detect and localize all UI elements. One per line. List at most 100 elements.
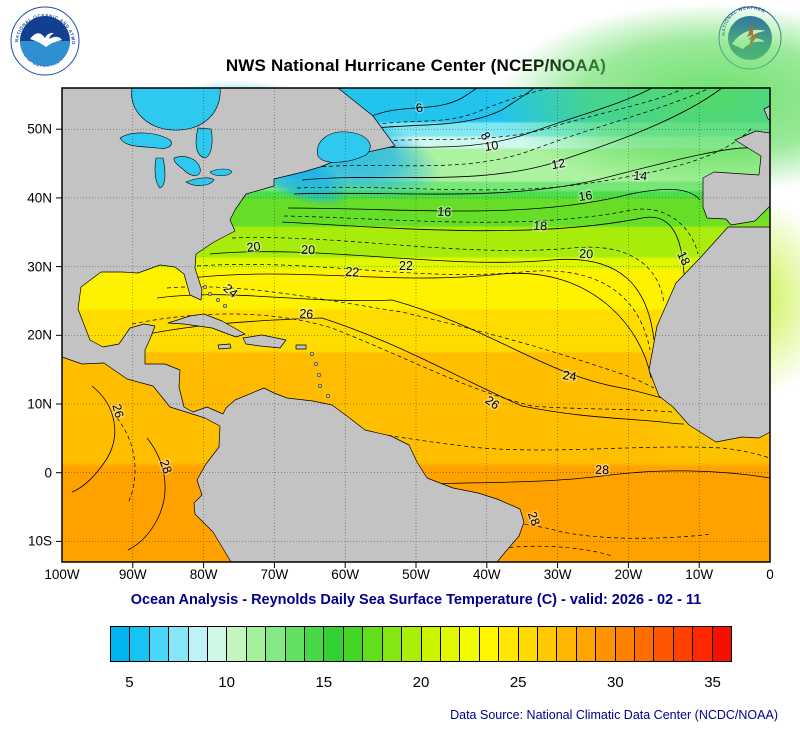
lon-tick-label: 20W xyxy=(614,567,643,582)
colorbar-segment xyxy=(460,627,480,661)
colorbar-segment xyxy=(343,627,364,661)
lon-tick-label: 50W xyxy=(402,567,430,582)
lon-axis: 100W 90W 80W 70W 60W 50W 40W 30W 20W 10W 0 xyxy=(44,567,773,585)
lon-tick-label: 10W xyxy=(685,567,714,582)
contour-value-label: 28 xyxy=(525,510,543,528)
colorbar-tick-label: 15 xyxy=(315,674,333,691)
land-africa xyxy=(648,226,771,443)
lon-tick-label: 60W xyxy=(331,567,360,582)
colorbar-segment xyxy=(305,627,325,661)
colorbar-segment xyxy=(673,627,694,661)
james-bay xyxy=(195,127,213,159)
colorbar-labels: 5 10 15 20 25 30 35 xyxy=(110,674,732,694)
lon-tick-label: 90W xyxy=(118,567,147,582)
lon-tick-label: 0 xyxy=(766,567,774,582)
colorbar-segment xyxy=(654,627,674,661)
island-hispaniola xyxy=(242,334,287,349)
colorbar-segment xyxy=(421,627,441,661)
colorbar-segment xyxy=(518,627,538,661)
noaa-logo: NATIONAL OCEANIC AND ATMOSPHERIC ADMINIS… xyxy=(8,2,80,81)
colorbar-segment xyxy=(208,627,228,661)
lake-michigan xyxy=(154,157,166,189)
land-americas xyxy=(61,87,525,563)
bahamas-islands xyxy=(202,284,228,309)
lat-tick-label: 30N xyxy=(27,259,52,275)
contour-value-label: 20 xyxy=(579,247,594,262)
colorbar-tick-label: 30 xyxy=(607,674,624,691)
colorbar-segment xyxy=(693,627,713,661)
colorbar-segment xyxy=(557,627,577,661)
contour-value-label: 28 xyxy=(157,458,175,476)
colorbar-segment xyxy=(130,627,150,661)
colorbar-segment xyxy=(615,627,635,661)
colorbar-segment xyxy=(479,627,500,661)
lon-tick-label: 70W xyxy=(260,567,289,582)
lake-erie xyxy=(185,177,215,186)
colorbar-segment xyxy=(227,627,247,661)
contour-value-label: 28 xyxy=(595,463,609,477)
colorbar-segment xyxy=(440,627,461,661)
map-frame xyxy=(56,87,771,568)
lon-tick-label: 30W xyxy=(543,567,572,582)
contour-value-label: 10 xyxy=(484,138,500,154)
gulf-of-st-lawrence xyxy=(317,131,371,163)
colorbar-tick-label: 25 xyxy=(509,674,527,691)
lat-tick-label: 40N xyxy=(27,190,52,206)
colorbar-tick-label: 10 xyxy=(218,674,235,691)
colorbar-segment xyxy=(324,627,344,661)
lat-tick-label: 10S xyxy=(27,533,52,549)
data-source: Data Source: National Climatic Data Cent… xyxy=(450,708,778,722)
contour-value-label: 24 xyxy=(562,368,578,384)
colorbar-segment xyxy=(111,627,131,661)
lon-tick-label: 40W xyxy=(472,567,501,582)
lat-tick-label: 0 xyxy=(44,465,52,481)
island-jamaica xyxy=(217,343,232,350)
colorbar-segment xyxy=(363,627,383,661)
lon-tick-label: 100W xyxy=(44,567,80,582)
contour-value-label: 26 xyxy=(109,402,126,419)
contour-value-label: 16 xyxy=(578,188,594,204)
lat-tick-label: 10N xyxy=(27,396,52,412)
colorbar-segment xyxy=(169,627,189,661)
map-canvas: 6 8 10 12 14 16 16 18 18 20 20 20 22 22 24 24 26 26 26 28 28… xyxy=(56,3,800,568)
colorbar-segment xyxy=(266,627,286,661)
contour-value-label: 14 xyxy=(633,169,648,184)
colorbar-segment xyxy=(382,627,403,661)
contour-value-label: 12 xyxy=(550,156,566,172)
contour-value-label: 20 xyxy=(301,243,315,257)
colorbar-tick-label: 35 xyxy=(704,674,721,691)
colorbar-segment xyxy=(499,627,519,661)
lat-tick-label: 20N xyxy=(27,327,52,343)
land-europe-iberia xyxy=(702,130,771,226)
graticule xyxy=(62,88,770,562)
noaa-seagull-icon xyxy=(30,32,62,47)
hudson-bay xyxy=(131,87,221,131)
colorbar-segment xyxy=(246,627,267,661)
contour-value-label: 26 xyxy=(299,307,314,322)
island-puerto-rico xyxy=(295,344,307,350)
inland-water xyxy=(119,87,371,189)
colorbar-segment xyxy=(596,627,616,661)
colorbar-tick-label: 20 xyxy=(412,674,430,691)
colorbar-segment xyxy=(188,627,209,661)
noaa-emblem-sea xyxy=(20,41,70,66)
colorbar xyxy=(110,626,732,662)
island-cuba xyxy=(167,313,246,338)
colorbar-segment xyxy=(712,627,731,661)
landmasses xyxy=(61,87,771,563)
colorbar-tick-label: 5 xyxy=(125,674,134,691)
colorbar-segment xyxy=(402,627,422,661)
lat-axis: 50N 40N 30N 20N 10N 0 10S xyxy=(0,88,58,562)
lesser-antilles-islands xyxy=(309,351,331,399)
colorbar-segment xyxy=(149,627,170,661)
contour-lines xyxy=(71,87,771,551)
contour-value-label: 18 xyxy=(533,219,548,234)
colorbar-segment xyxy=(537,627,558,661)
colorbar-segment xyxy=(285,627,306,661)
contour-value-label: 20 xyxy=(246,239,261,254)
contour-value-label: 22 xyxy=(345,265,360,280)
axis-ticks xyxy=(56,128,700,568)
lake-ontario xyxy=(209,168,233,177)
map-caption: Ocean Analysis - Reynolds Daily Sea Surf… xyxy=(130,592,702,608)
colorbar-segment xyxy=(576,627,597,661)
